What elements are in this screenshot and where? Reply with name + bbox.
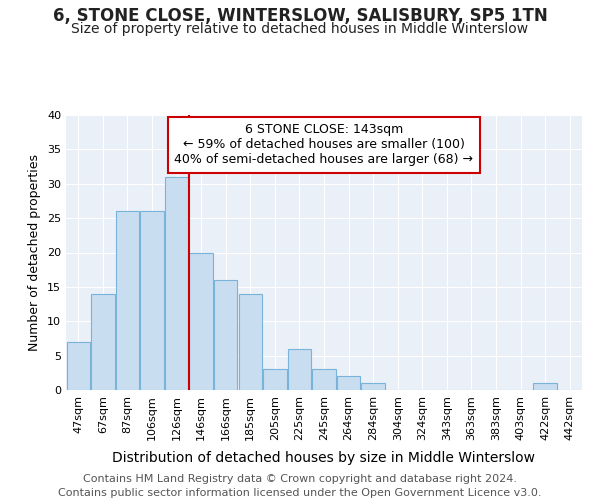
Bar: [288, 349, 311, 390]
Bar: [140, 211, 164, 390]
Bar: [239, 294, 262, 390]
Text: 6 STONE CLOSE: 143sqm
← 59% of detached houses are smaller (100)
40% of semi-det: 6 STONE CLOSE: 143sqm ← 59% of detached …: [175, 123, 473, 166]
Bar: [361, 383, 385, 390]
Bar: [165, 177, 188, 390]
Text: 6, STONE CLOSE, WINTERSLOW, SALISBURY, SP5 1TN: 6, STONE CLOSE, WINTERSLOW, SALISBURY, S…: [53, 8, 547, 26]
Y-axis label: Number of detached properties: Number of detached properties: [28, 154, 41, 351]
Bar: [533, 383, 557, 390]
Text: Size of property relative to detached houses in Middle Winterslow: Size of property relative to detached ho…: [71, 22, 529, 36]
Bar: [313, 370, 335, 390]
Bar: [214, 280, 238, 390]
X-axis label: Distribution of detached houses by size in Middle Winterslow: Distribution of detached houses by size …: [113, 451, 536, 465]
Bar: [337, 376, 360, 390]
Bar: [263, 370, 287, 390]
Bar: [116, 211, 139, 390]
Bar: [190, 252, 213, 390]
Bar: [91, 294, 115, 390]
Bar: [67, 342, 90, 390]
Text: Contains HM Land Registry data © Crown copyright and database right 2024.
Contai: Contains HM Land Registry data © Crown c…: [58, 474, 542, 498]
